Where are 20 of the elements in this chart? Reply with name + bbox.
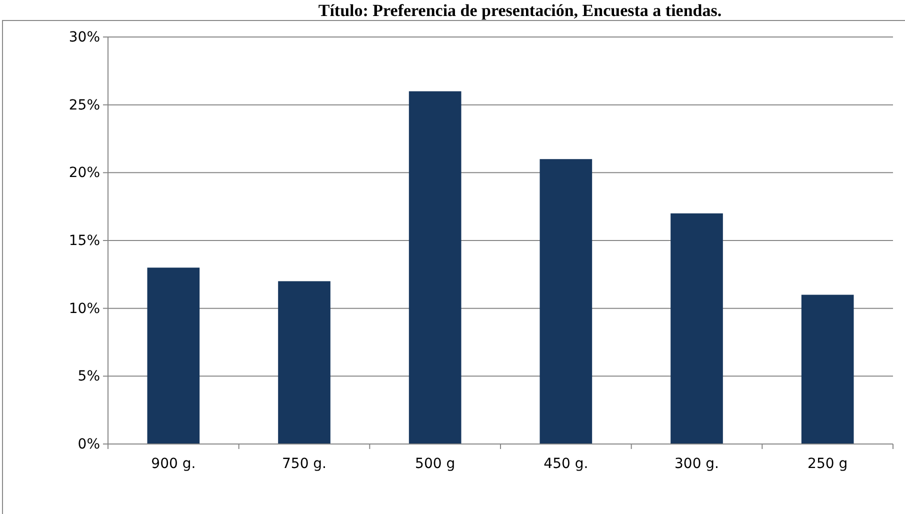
x-tick-label: 450 g.	[544, 456, 588, 472]
y-tick-label: 20%	[68, 165, 100, 182]
bar	[147, 268, 200, 444]
bar	[670, 213, 723, 444]
y-tick-label: 25%	[68, 97, 100, 114]
y-tick-label: 30%	[68, 29, 100, 46]
chart-title: Título: Preferencia de presentación, Encuesta a tiendas.	[318, 1, 722, 20]
y-tick-label: 15%	[68, 232, 100, 249]
y-tick-label: 0%	[78, 436, 100, 452]
bar	[540, 159, 592, 444]
x-tick-label: 900 g.	[151, 456, 196, 472]
x-tick-label: 500 g	[415, 456, 456, 472]
bar	[278, 281, 330, 444]
bar	[801, 294, 854, 444]
y-tick-label: 10%	[68, 300, 100, 317]
x-tick-label: 750 g.	[282, 456, 327, 472]
x-tick-label: 250 g	[808, 456, 848, 472]
y-tick-label: 5%	[78, 368, 100, 385]
x-tick-label: 300 g.	[674, 456, 720, 472]
bar	[408, 91, 462, 444]
